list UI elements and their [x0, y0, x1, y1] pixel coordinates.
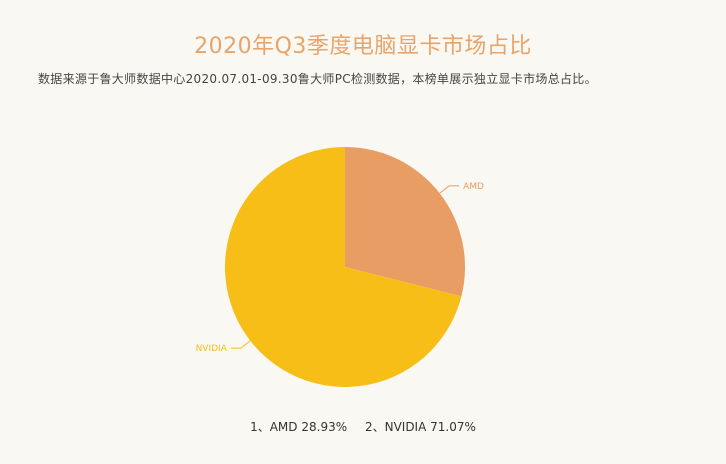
- slice-label-amd: AMD: [463, 182, 484, 192]
- chart-title: 2020年Q3季度电脑显卡市场占比: [194, 34, 532, 59]
- slice-amd[interactable]: [345, 147, 465, 297]
- legend-item-nvidia: 2、NVIDIA 71.07%: [364, 420, 476, 434]
- legend-item-amd: 1、AMD 28.93%: [250, 420, 348, 434]
- slice-nvidia[interactable]: [225, 147, 462, 387]
- leader-line-amd: [439, 185, 460, 194]
- leader-line-nvidia: [230, 340, 251, 349]
- slice-label-nvidia: NVIDIA: [196, 344, 228, 354]
- chart-subtitle: 数据来源于鲁大师数据中心2020.07.01-09.30鲁大师PC检测数据，本榜…: [38, 72, 597, 86]
- chart-legend: 1、AMD 28.93% 2、NVIDIA 71.07%: [0, 418, 726, 435]
